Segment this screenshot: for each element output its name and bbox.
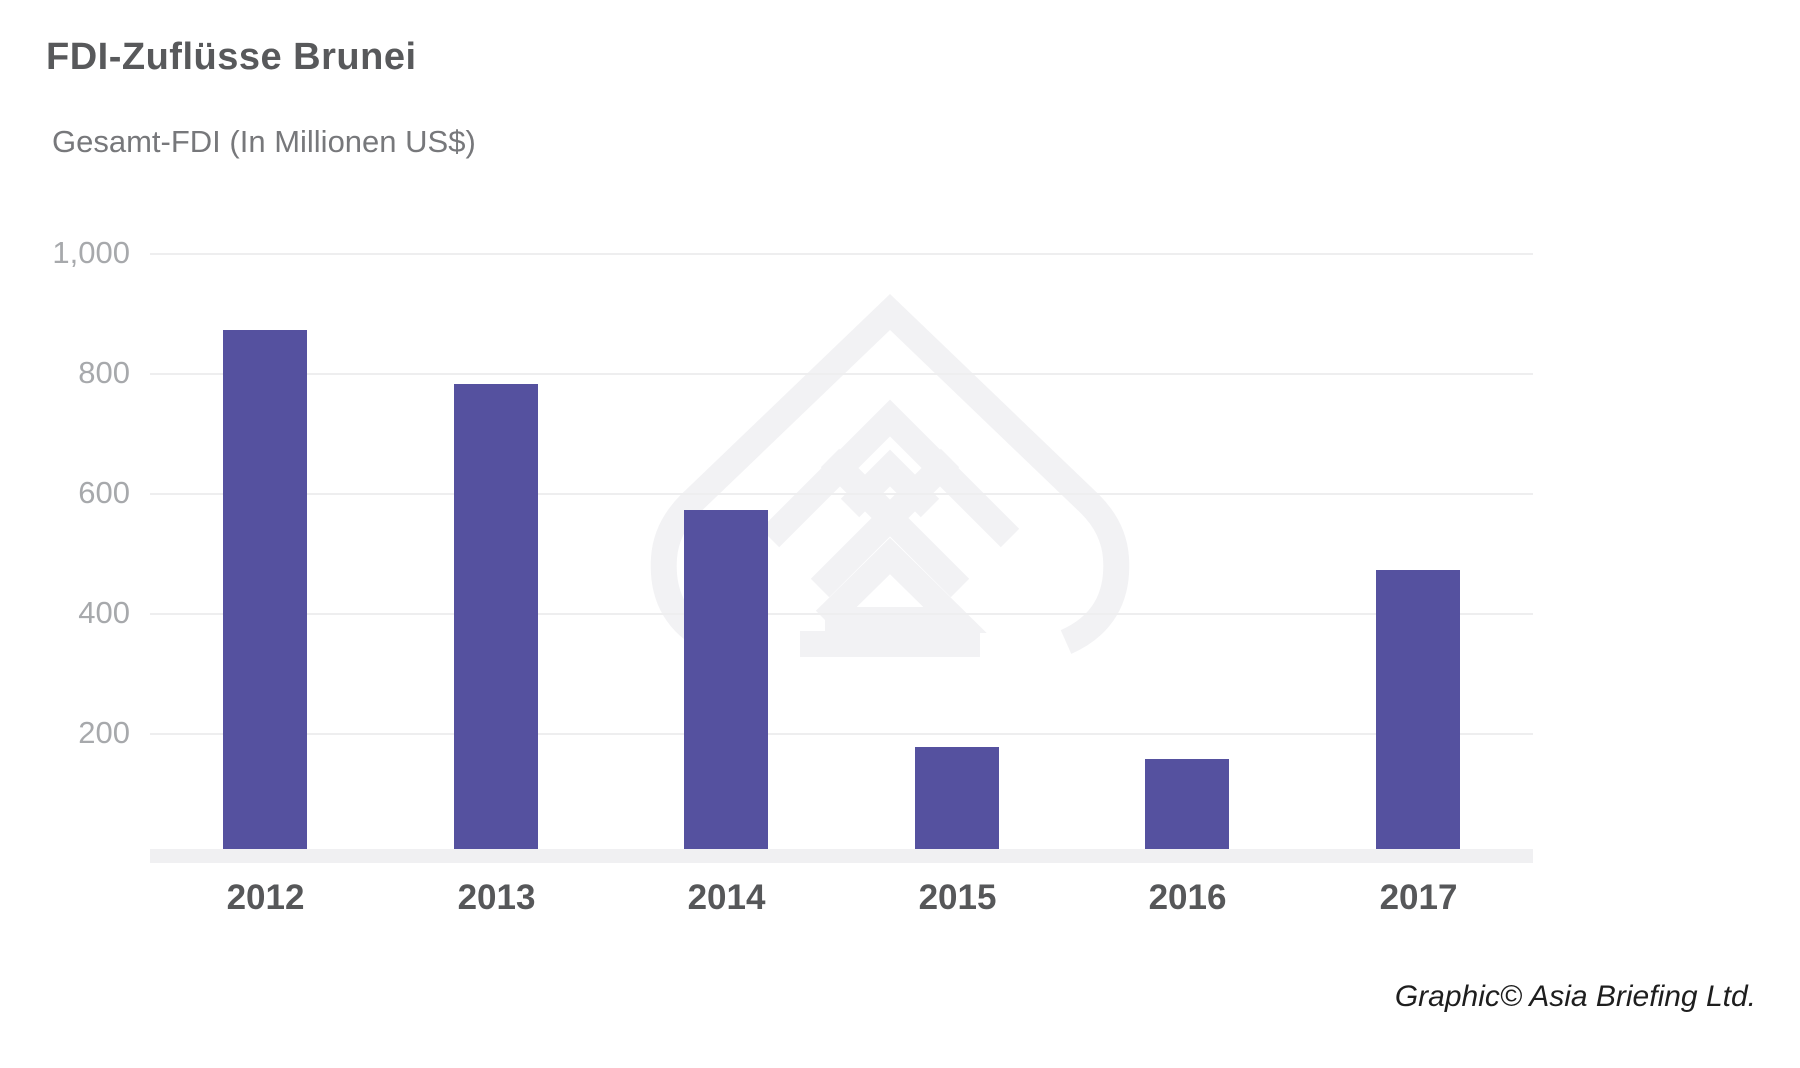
gridline-600 — [150, 493, 1533, 495]
gridline-800 — [150, 373, 1533, 375]
x-tick-label-2016: 2016 — [1148, 878, 1227, 917]
x-tick-label-2014: 2014 — [687, 878, 766, 917]
bar-2013 — [454, 384, 538, 849]
gridline-400 — [150, 613, 1533, 615]
credit-text: Graphic© Asia Briefing Ltd. — [1394, 980, 1756, 1013]
x-tick-label-2012: 2012 — [226, 878, 305, 917]
gridline-1000 — [150, 253, 1533, 255]
asia-briefing-logo-watermark-icon — [650, 293, 1130, 657]
bar-2015 — [915, 747, 999, 849]
y-tick-label-1000: 1,000 — [52, 235, 130, 270]
bar-2012 — [223, 330, 307, 849]
y-tick-label-200: 200 — [78, 715, 130, 750]
x-tick-label-2015: 2015 — [918, 878, 997, 917]
bar-2017 — [1376, 570, 1460, 849]
x-axis-baseline — [150, 849, 1533, 863]
y-tick-label-800: 800 — [78, 355, 130, 390]
gridline-200 — [150, 733, 1533, 735]
x-tick-label-2017: 2017 — [1379, 878, 1458, 917]
y-axis-title: Gesamt-FDI (In Millionen US$) — [52, 124, 476, 159]
bar-2014 — [684, 510, 768, 849]
y-tick-label-600: 600 — [78, 475, 130, 510]
bar-2016 — [1145, 759, 1229, 849]
x-tick-label-2013: 2013 — [457, 878, 536, 917]
chart-title: FDI-Zuflüsse Brunei — [46, 36, 417, 78]
y-tick-label-400: 400 — [78, 595, 130, 630]
